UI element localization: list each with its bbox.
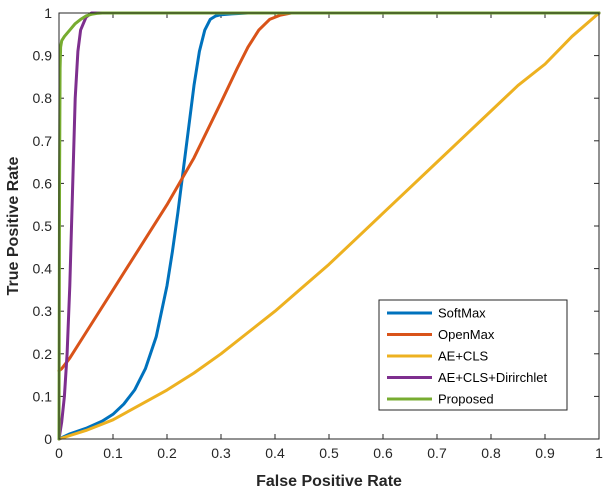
x-tick-label: 0.5	[319, 445, 339, 461]
y-tick-label: 0.6	[33, 175, 53, 191]
y-tick-label: 1	[44, 5, 52, 21]
x-tick-label: 0.8	[481, 445, 501, 461]
y-tick-label: 0	[44, 431, 52, 447]
series-line-ae-cls	[57, 11, 601, 441]
x-axis-title: False Positive Rate	[256, 473, 402, 490]
y-tick-label: 0.9	[33, 48, 53, 64]
x-tick-label: 0.7	[427, 445, 447, 461]
legend-label-openmax: OpenMax	[438, 327, 495, 342]
x-tick-label: 0.2	[157, 445, 177, 461]
y-tick-label: 0.7	[33, 133, 53, 149]
legend-label-proposed: Proposed	[438, 392, 494, 407]
y-tick-label: 0.1	[33, 388, 53, 404]
x-tick-label: 0.4	[265, 445, 285, 461]
x-tick-label: 0.3	[211, 445, 231, 461]
x-tick-label: 1	[595, 445, 603, 461]
legend-label-ae-cls: AE+CLS	[438, 349, 489, 364]
y-tick-label: 0.4	[33, 261, 53, 277]
x-tick-label: 0.9	[535, 445, 555, 461]
plot-frame	[58, 12, 600, 440]
y-tick-label: 0.3	[33, 303, 53, 319]
x-tick-label: 0	[55, 445, 63, 461]
x-tick-label: 0.1	[103, 445, 123, 461]
legend-label-softmax: SoftMax	[438, 306, 486, 321]
y-axis-title: True Positive Rate	[5, 157, 22, 296]
y-tick-label: 0.8	[33, 90, 53, 106]
y-tick-label: 0.5	[33, 218, 53, 234]
tick-labels: 0 0.1 0.2 0.3 0.4 0.5 0.6 0.7 0.8 0.9 1 0 0.1 0.2 0.3 0…	[33, 5, 604, 461]
series-line-softmax	[57, 11, 601, 441]
legend: SoftMax OpenMax AE+CLS AE+CLS+Dirirchlet Pro…	[378, 299, 568, 411]
y-tick-label: 0.2	[33, 346, 53, 362]
legend-label-ae-cls-dirirchlet: AE+CLS+Dirirchlet	[438, 370, 547, 385]
x-tick-label: 0.6	[373, 445, 393, 461]
